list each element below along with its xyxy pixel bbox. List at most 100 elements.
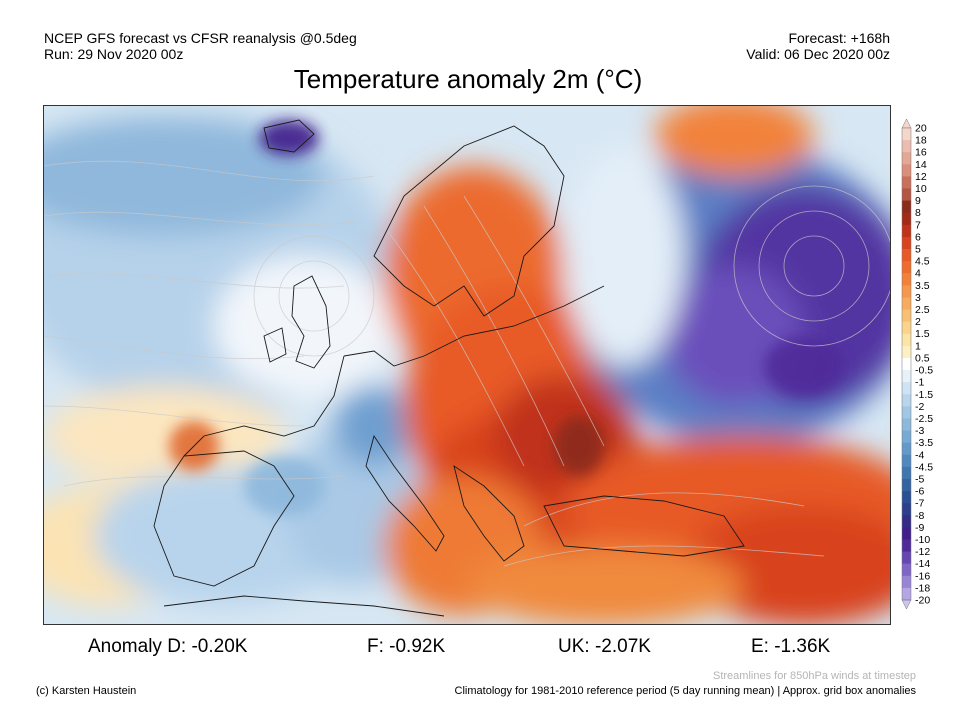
colorbar-tick-label: 16 (915, 147, 927, 159)
colorbar-min-arrow (901, 599, 912, 610)
colorbar-tick-label: 4.5 (915, 256, 930, 268)
colorbar-swatch (902, 357, 911, 371)
country-anomalies: Anomaly D: -0.20K F: -0.92K UK: -2.07K E… (0, 636, 960, 662)
valid-time: Valid: 06 Dec 2020 00z (746, 46, 890, 62)
colorbar-tick-label: -6 (915, 486, 924, 498)
colorbar-swatch (902, 394, 911, 407)
colorbar-tick-label: -4 (915, 449, 924, 461)
colorbar-tick-label: -8 (915, 510, 924, 522)
colorbar-tick-label: 1 (915, 340, 921, 352)
colorbar-swatch (902, 527, 911, 540)
colorbar-swatch (902, 333, 911, 347)
colorbar-swatch (902, 321, 911, 335)
colorbar-tick-label: -2.5 (915, 413, 933, 425)
credit: (c) Karsten Haustein (36, 685, 137, 697)
colorbar-tick-label: -9 (915, 522, 924, 534)
colorbar-swatch (902, 563, 911, 577)
colorbar-tick-label: 12 (915, 171, 927, 183)
colorbar-tick-label: -5 (915, 473, 924, 485)
colorbar-swatch (902, 152, 911, 165)
colorbar-swatch (902, 551, 911, 565)
colorbar-tick-label: 6 (915, 231, 921, 243)
colorbar-swatch (902, 478, 911, 492)
colorbar-tick-label: 9 (915, 195, 921, 207)
colorbar-swatch (902, 382, 911, 395)
colorbar-tick-label: 10 (915, 183, 927, 195)
colorbar-swatch (902, 140, 911, 153)
anomaly-france: F: -0.92K (367, 636, 446, 657)
colorbar-tick-label: -20 (915, 595, 930, 607)
colorbar-outline (901, 127, 912, 601)
colorbar-graphic: 201816141210987654.543.532.521.510.5-0.5… (901, 118, 933, 610)
anomaly-map-graphic (44, 106, 890, 624)
run-time: Run: 29 Nov 2020 00z (44, 46, 184, 62)
colorbar-tick-label: -10 (915, 534, 930, 546)
streamlines-note: Streamlines for 850hPa winds at timestep (713, 670, 916, 682)
colorbar-tick-label: -16 (915, 570, 930, 582)
forecast-info: Forecast: +168h Valid: 06 Dec 2020 00z (746, 30, 890, 62)
colorbar-tick-label: 2 (915, 316, 921, 328)
colorbar-swatch (902, 418, 911, 431)
colorbar-tick-label: 18 (915, 135, 927, 147)
colorbar-swatch (902, 539, 911, 552)
colorbar-swatch (902, 430, 911, 444)
model-description: NCEP GFS forecast vs CFSR reanalysis @0.… (44, 30, 357, 46)
colorbar-tick-label: 0.5 (915, 352, 930, 364)
colorbar-swatch (902, 176, 911, 189)
anomaly-germany: Anomaly D: -0.20K (88, 636, 248, 657)
colorbar-swatch (902, 212, 911, 226)
anomaly-uk: UK: -2.07K (558, 636, 651, 657)
climatology-note: Climatology for 1981-2010 reference peri… (454, 685, 916, 697)
colorbar-tick-label: 2.5 (915, 304, 930, 316)
anomaly-shading (44, 106, 890, 624)
colorbar-swatch (902, 164, 911, 177)
colorbar-tick-label: 14 (915, 159, 927, 171)
colorbar-swatch (902, 128, 911, 141)
colorbar-swatch (902, 406, 911, 419)
streamlines (44, 160, 890, 567)
colorbar-swatch (902, 345, 911, 359)
map-title: Temperature anomaly 2m (°C) (293, 64, 643, 94)
colorbar-tick-label: -3.5 (915, 437, 933, 449)
colorbar-tick-label: 1.5 (915, 328, 930, 340)
colorbar-tick-label: -0.5 (915, 365, 933, 377)
colorbar-swatch (902, 309, 911, 323)
run-info: NCEP GFS forecast vs CFSR reanalysis @0.… (44, 30, 357, 62)
anomaly-map (43, 105, 891, 625)
colorbar-tick-label: -14 (915, 558, 930, 570)
colorbar-tick-label: -1.5 (915, 389, 933, 401)
colorbar-swatch (902, 454, 911, 468)
colorbar-swatch (902, 188, 911, 202)
colorbar-tick-label: 4 (915, 268, 921, 280)
colorbar-swatch (902, 587, 911, 601)
colorbar-tick-label: -2 (915, 401, 924, 413)
colorbar-swatch (902, 575, 911, 589)
colorbar-tick-label: 3.5 (915, 280, 930, 292)
colorbar-swatch (902, 200, 911, 214)
colorbar-swatch (902, 273, 911, 286)
colorbar-tick-label: -3 (915, 425, 924, 437)
colorbar-tick-label: 20 (915, 123, 927, 135)
colorbar-tick-label: -1 (915, 377, 924, 389)
colorbar-swatch (902, 491, 911, 504)
colorbar-swatch (902, 236, 911, 250)
colorbar-tick-label: 5 (915, 244, 921, 256)
colorbar-tick-label: -7 (915, 498, 924, 510)
forecast-lead-time: Forecast: +168h (788, 30, 890, 46)
colorbar-tick-label: -18 (915, 582, 930, 594)
colorbar-tick-label: -12 (915, 546, 930, 558)
colorbar-swatch (902, 285, 911, 298)
colorbar-swatch (902, 370, 911, 383)
colorbar-swatch (902, 261, 911, 274)
colorbar-swatch (902, 466, 911, 480)
colorbar-swatch (902, 442, 911, 456)
anomaly-detail (169, 120, 844, 516)
coastlines (153, 119, 745, 617)
colorbar-swatch (902, 503, 911, 516)
colorbar-tick-label: -4.5 (915, 461, 933, 473)
colorbar-tick-label: 7 (915, 219, 921, 231)
colorbar-legend: 20 18 16 14 12 10 9 8 7 6 5 4.5 4 3.5 3 2.5 2 1.5 1 0.5 -0.5… (898, 118, 960, 610)
colorbar-tick-label: 8 (915, 207, 921, 219)
colorbar-tick-label: 3 (915, 292, 921, 304)
